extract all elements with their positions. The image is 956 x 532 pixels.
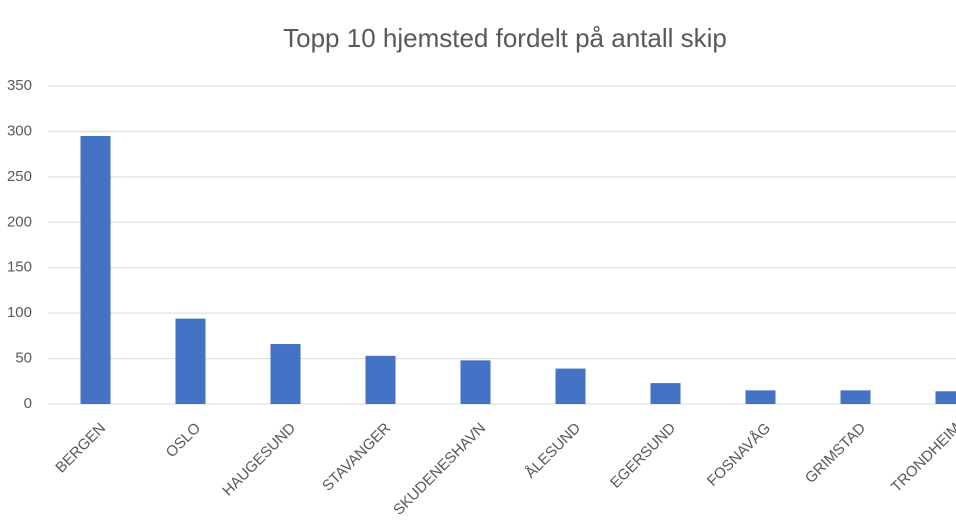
y-tick-label: 300 [7,122,32,139]
y-tick-label: 0 [24,395,32,412]
y-tick-label: 100 [7,304,32,321]
bar [840,390,871,404]
y-tick-label: 50 [15,350,32,367]
x-tick-label: BERGEN [52,420,109,477]
x-tick-label: TRONDHEIM [888,420,956,496]
bar [365,355,396,404]
bar [555,368,586,404]
y-tick-label: 200 [7,213,32,230]
chart-title: Topp 10 hjemsted fordelt på antall skip [283,23,727,53]
x-tick-label: GRIMSTAD [802,420,869,487]
y-tick-label: 250 [7,168,32,185]
bar [935,391,956,404]
bar [460,360,491,404]
bar [270,344,301,404]
x-tick-label: OSLO [163,420,204,461]
bar [80,135,111,404]
bar [175,318,206,404]
y-tick-label: 150 [7,259,32,276]
x-tick-label: HAUGESUND [219,420,299,500]
x-tick-label: STAVANGER [319,420,394,495]
bar [650,383,681,404]
x-tick-label: SKUDENESHAVN [390,420,489,519]
y-tick-label: 350 [7,77,32,94]
x-tick-label: ÅLESUND [522,419,584,481]
x-tick-label: FOSNAVÅG [704,420,774,490]
x-tick-label: EGERSUND [607,419,679,491]
bar [745,390,776,404]
